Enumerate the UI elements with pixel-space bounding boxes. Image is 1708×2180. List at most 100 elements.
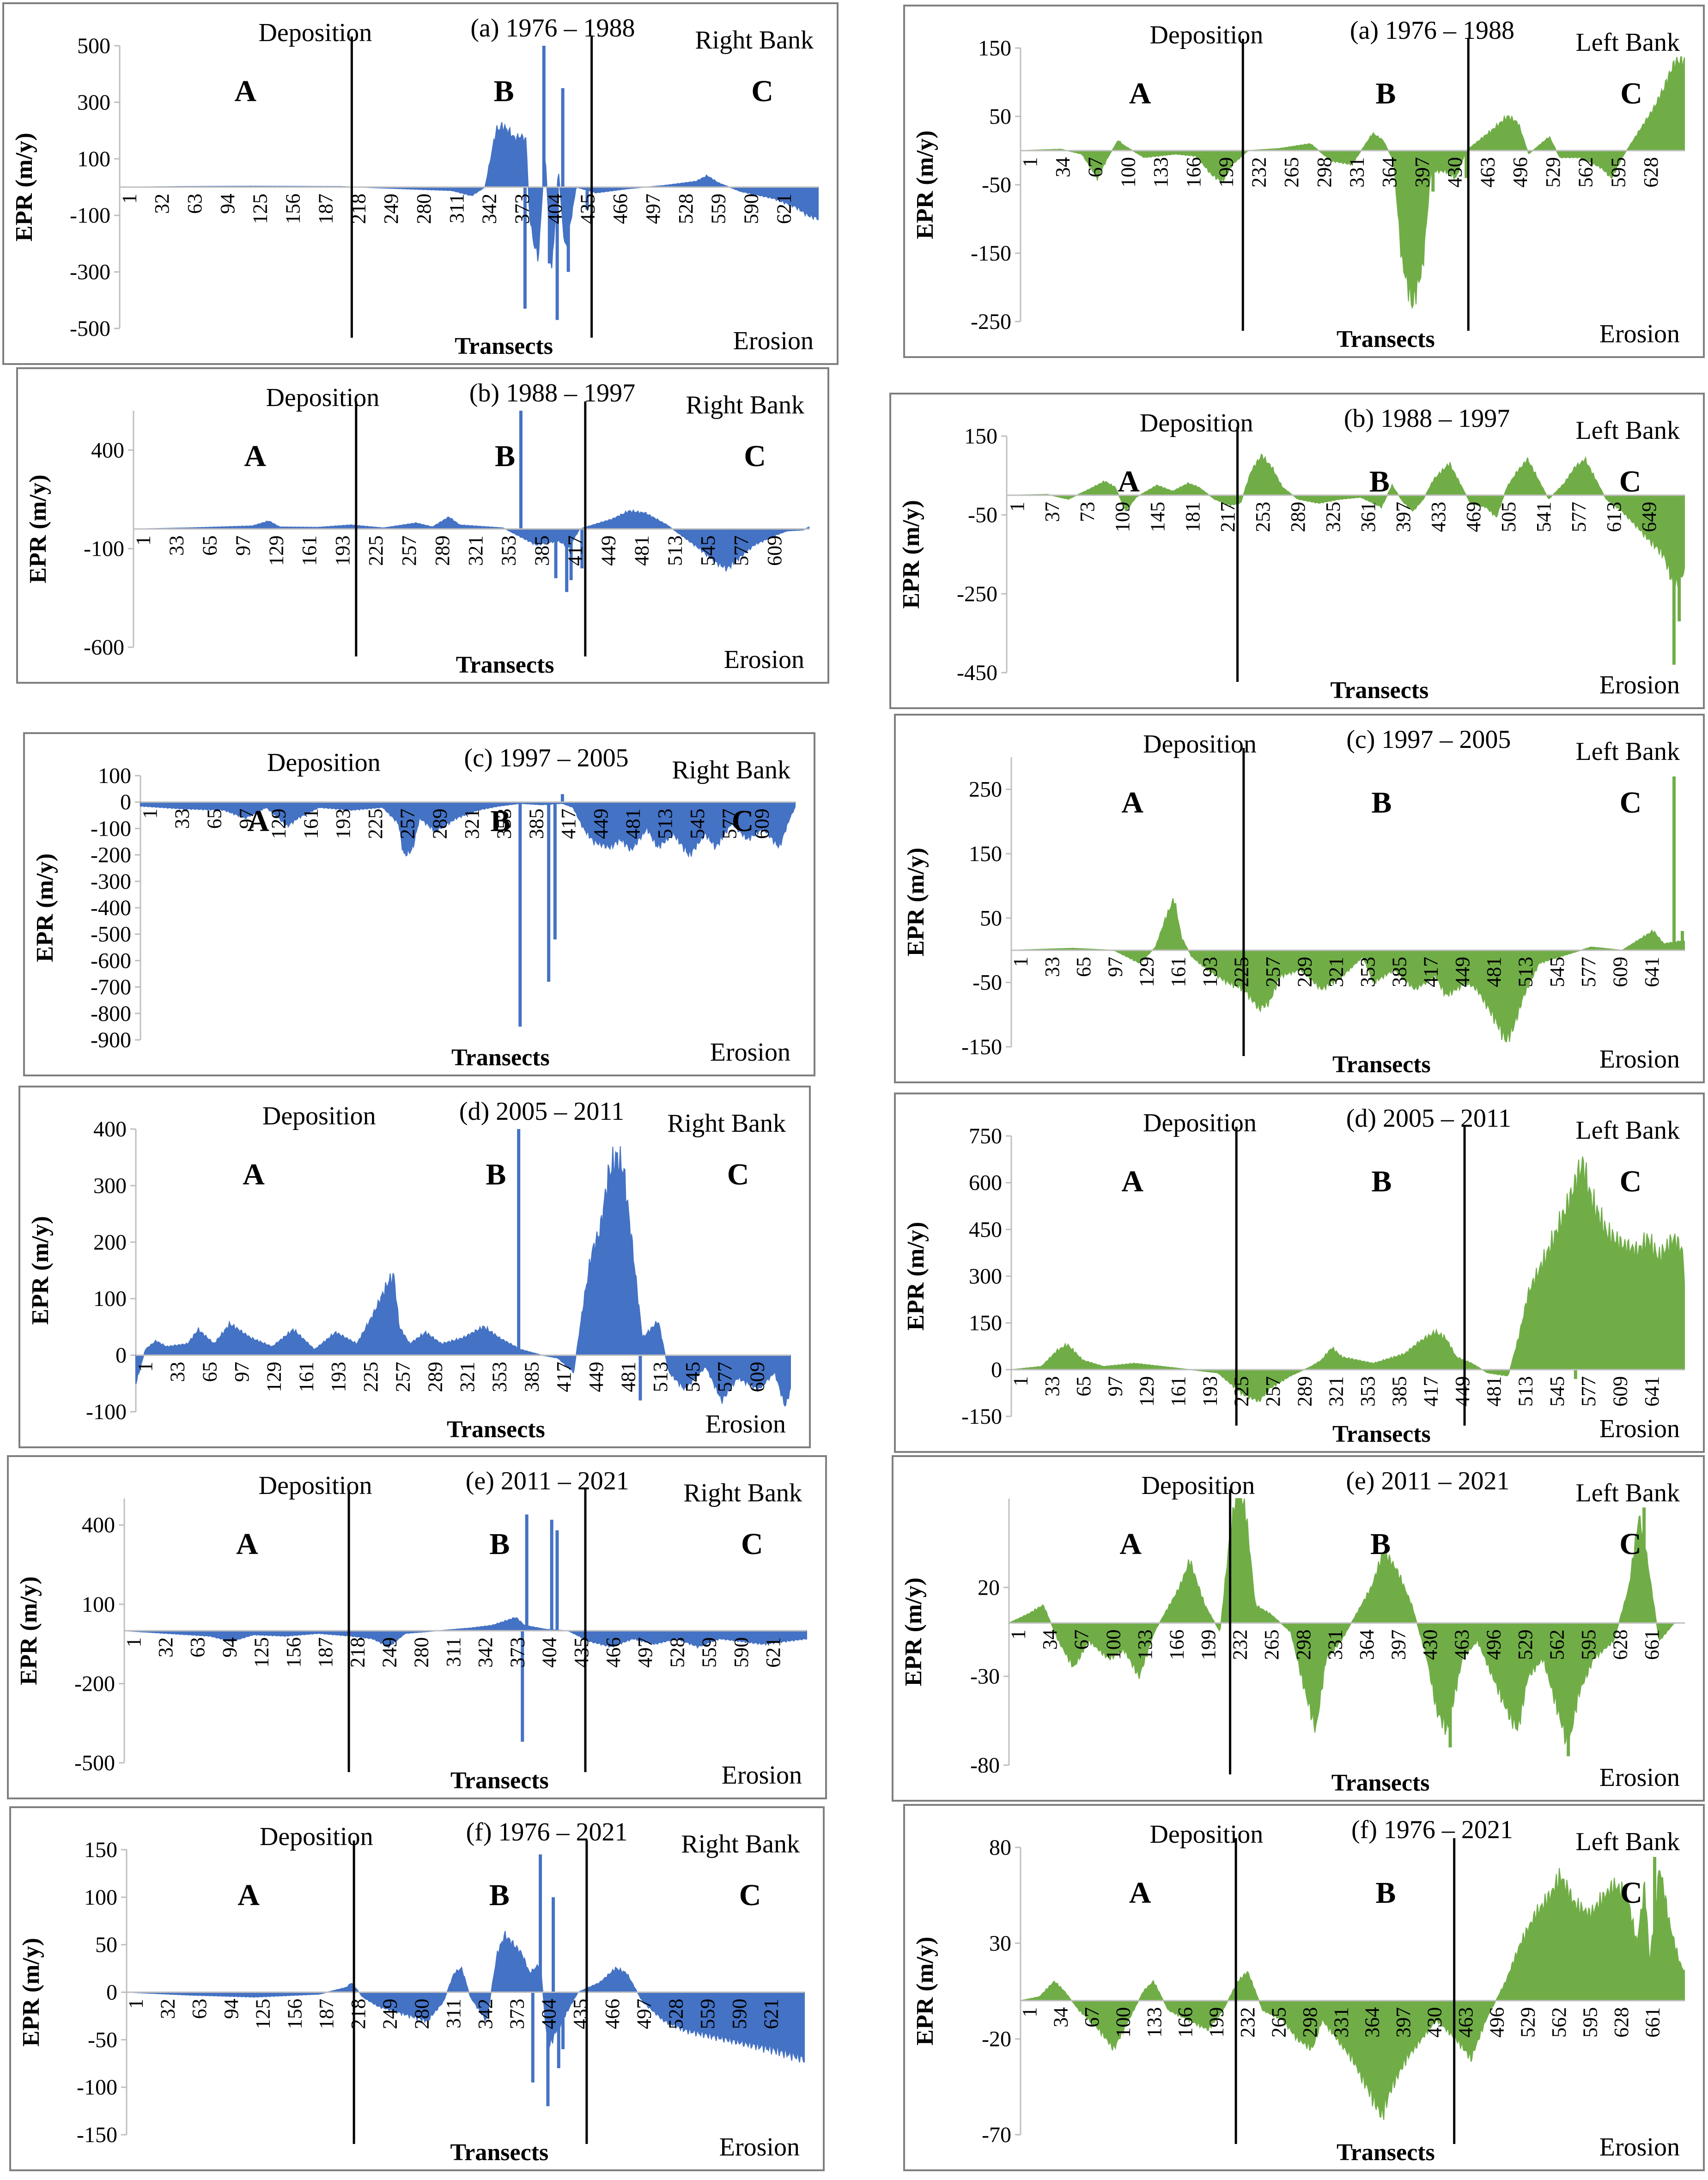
x-tick-label: 225 [364, 808, 387, 839]
x-tick-label: 559 [707, 194, 730, 224]
x-tick-label: 156 [283, 1999, 306, 2029]
x-tick-label: 577 [1577, 1376, 1600, 1407]
deposition-label: Deposition [1140, 409, 1253, 437]
chart-title: (c) 1997 – 2005 [464, 744, 628, 772]
x-tick-label: 595 [1579, 2007, 1602, 2038]
x-tick-label: 528 [666, 1637, 688, 1668]
y-tick-label: 400 [91, 438, 124, 462]
bank-label: Left Bank [1576, 416, 1680, 445]
y-tick-label: 50 [980, 906, 1002, 930]
x-tick-label: 481 [1483, 1376, 1505, 1407]
deposition-label: Deposition [262, 1102, 376, 1130]
segment-label-c: C [1619, 465, 1641, 498]
x-tick-label: 469 [1462, 502, 1485, 532]
x-tick-label: 193 [332, 808, 354, 839]
x-tick-label: 559 [696, 1999, 719, 2029]
x-tick-label: 513 [649, 1362, 672, 1392]
x-tick-label: 34 [1052, 157, 1074, 177]
y-tick-label: 100 [82, 1592, 115, 1617]
chart-panel-right-b: -600 -100 400 1 33 65 97 129 161 193 225 257 289 321 3… [16, 367, 829, 684]
x-tick-label: 435 [570, 1637, 593, 1668]
x-tick-label: 280 [410, 1637, 433, 1668]
x-tick-label: 397 [1387, 1629, 1410, 1660]
chart-panel-left-d: -150 0 150 300 450 600 750 1 33 65 97 129 161 193 225 2… [894, 1093, 1705, 1453]
x-tick-label: 641 [1641, 1376, 1663, 1407]
y-tick-label: 80 [989, 1835, 1011, 1860]
x-tick-label: 232 [1236, 2007, 1259, 2038]
x-tick-label: 133 [1143, 2007, 1166, 2038]
x-tick-label: 433 [1427, 502, 1450, 532]
y-tick-label: -250 [971, 310, 1011, 334]
bank-label: Right Bank [683, 1479, 802, 1507]
x-tick-label: 353 [1356, 957, 1379, 987]
x-tick-label: 621 [762, 1637, 784, 1668]
chart-panel-left-c: -150 -50 50 150 250 1 33 65 97 129 161 193 225 257 289… [894, 714, 1705, 1083]
x-tick-label: 311 [442, 1637, 465, 1667]
segment-label-b: B [490, 804, 511, 838]
segment-label-b: B [1370, 1527, 1391, 1561]
y-tick-label: -150 [77, 2123, 117, 2147]
x-tick-label: 342 [474, 1999, 497, 2029]
x-tick-label: 199 [1197, 1629, 1220, 1660]
segment-label-a: A [1121, 786, 1143, 820]
x-tick-label: 97 [1104, 957, 1126, 977]
x-tick-label: 545 [686, 808, 709, 839]
x-tick-label: 385 [531, 535, 553, 566]
segment-label-c: C [1619, 1527, 1641, 1561]
x-tick-label: 33 [1041, 957, 1064, 977]
x-tick-label: 621 [760, 1999, 783, 2029]
deposition-label: Deposition [1149, 21, 1263, 49]
x-tick-label: 181 [1181, 502, 1204, 532]
y-tick-label: 100 [98, 764, 131, 788]
x-tick-label: 166 [1165, 1629, 1188, 1660]
x-tick-label: 193 [1198, 957, 1221, 987]
segment-label-b: B [1375, 77, 1396, 110]
y-tick-label: -400 [91, 896, 131, 920]
x-tick-label: 577 [718, 808, 741, 839]
chart-svg-left-e: -80 -30 20 1 34 67 100 133 166 199 232 265 298 331 364… [900, 1467, 1685, 1796]
deposition-label: Deposition [1143, 1109, 1257, 1137]
y-tick-label: -500 [70, 316, 110, 341]
x-tick-label: 385 [1388, 1376, 1410, 1407]
x-tick-label: 609 [1609, 957, 1631, 987]
y-tick-label: 400 [93, 1117, 127, 1142]
bank-label: Left Bank [1576, 28, 1680, 57]
segment-label-a: A [236, 1527, 258, 1561]
x-tick-label: 32 [156, 1999, 179, 2019]
erosion-label: Erosion [1599, 1045, 1680, 1074]
x-tick-label: 497 [642, 194, 664, 224]
x-tick-label: 621 [772, 194, 795, 224]
x-tick-label: 562 [1545, 1629, 1568, 1660]
y-tick-label: -100 [77, 2075, 117, 2100]
x-tick-label: 280 [410, 1999, 433, 2029]
chart-panel-right-e: -500 -200 100 400 1 32 63 94 125 156 187 218 249 280 3… [7, 1455, 827, 1799]
x-tick-label: 1 [118, 194, 140, 204]
erosion-label: Erosion [1599, 2133, 1680, 2162]
x-tick-label: 257 [1262, 957, 1284, 987]
x-tick-label: 257 [398, 535, 420, 566]
y-tick-label: -30 [970, 1664, 1000, 1689]
deposition-label: Deposition [259, 1471, 372, 1500]
x-tick-label: 321 [461, 808, 483, 839]
x-tick-label: 1 [1009, 1376, 1032, 1386]
x-tick-label: 1 [139, 808, 161, 819]
x-tick-label: 33 [166, 1362, 189, 1382]
y-tick-label: -100 [70, 203, 110, 228]
x-tick-label: 100 [1117, 157, 1139, 188]
x-tick-label: 1 [125, 1999, 147, 2009]
x-tick-label: 249 [378, 1637, 401, 1668]
y-tick-label: 100 [93, 1287, 127, 1311]
chart-svg-right-b: -600 -100 400 1 33 65 97 129 161 193 225 257 289 321 3… [25, 379, 809, 678]
x-tick-label: 129 [263, 1362, 286, 1392]
x-tick-label: 67 [1081, 2007, 1103, 2028]
segment-label-b: B [489, 1878, 510, 1912]
x-tick-label: 34 [1039, 1629, 1061, 1650]
x-tick-label: 156 [282, 194, 304, 224]
x-tick-label: 225 [365, 535, 387, 566]
x-tick-label: 529 [1514, 1629, 1537, 1660]
x-tick-label: 145 [1146, 502, 1169, 532]
x-tick-label: 109 [1111, 502, 1134, 532]
x-tick-label: 497 [634, 1637, 656, 1668]
x-tick-label: 298 [1313, 157, 1336, 188]
x-tick-label: 253 [1252, 502, 1274, 532]
